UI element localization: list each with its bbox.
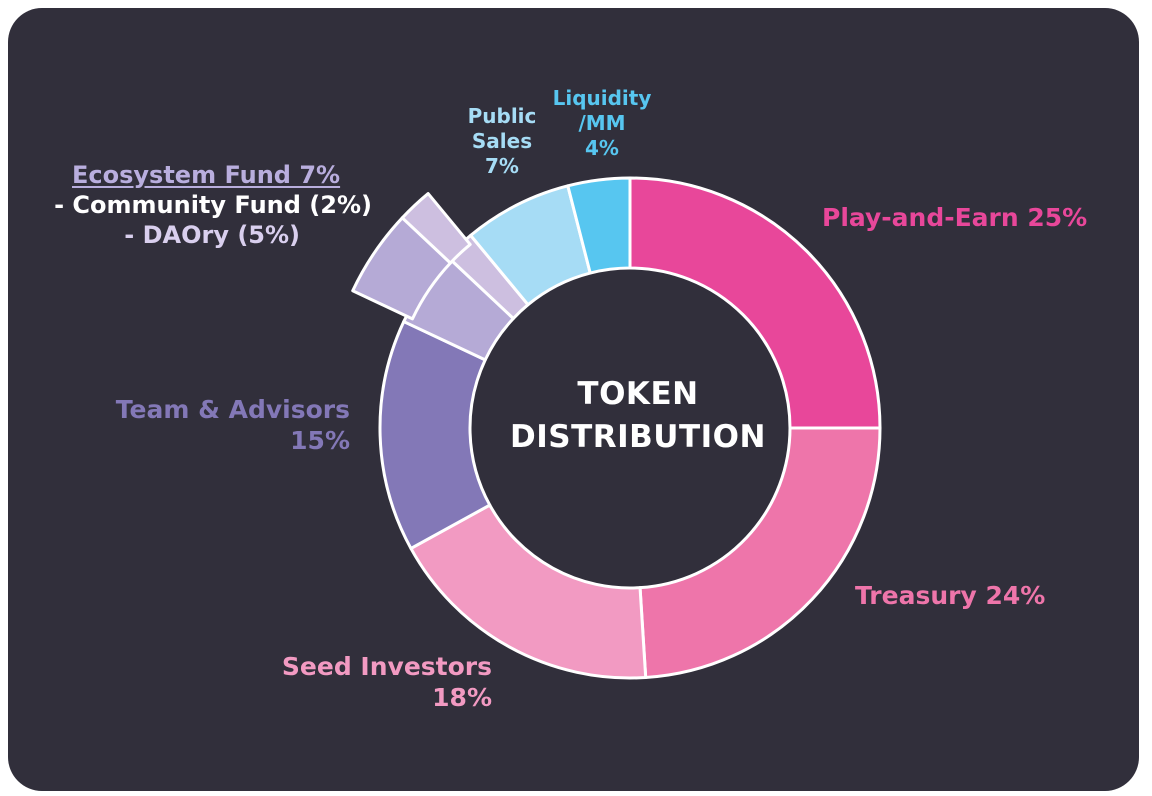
label-team-advisors-name: Team & Advisors [115,395,350,424]
slice-community-fund-exploded [400,192,472,265]
label-ecosystem-fund-title: Ecosystem Fund 7% [72,161,341,189]
chart-title: TOKEN DISTRIBUTION [488,373,788,460]
slice-treasury [638,426,882,680]
label-seed-investors-name: Seed Investors [281,652,492,681]
label-public-sales: Public Sales 7% [452,104,552,179]
label-daory: - DAOry (5%) [124,221,300,249]
label-seed-investors-value: 18% [432,683,492,713]
label-ecosystem-fund: Ecosystem Fund 7% - Community Fund (2%) … [54,160,372,250]
slice-play-and-earn [628,176,882,430]
label-liquidity-line-2: /MM [578,111,626,135]
label-public-sales-line-2: Sales [471,129,533,153]
label-play-and-earn: Play-and-Earn 25% [822,203,1088,232]
label-team-advisors-value: 15% [290,426,350,456]
label-public-sales-value: 7% [485,154,519,178]
label-treasury: Treasury 24% [855,581,1046,610]
slice-liquidity-mm [566,176,632,275]
label-liquidity: Liquidity /MM 4% [550,86,654,161]
chart-title-line-2: DISTRIBUTION [510,419,766,456]
label-liquidity-line-1: Liquidity [552,86,652,110]
label-public-sales-line-1: Public [467,104,537,128]
label-liquidity-value: 4% [585,136,619,160]
label-seed-investors: Seed Investors 18% [282,651,492,714]
donut-chart [351,176,882,680]
chart-title-line-1: TOKEN [577,376,699,412]
label-team-advisors: Team & Advisors 15% [116,394,350,457]
label-community-fund: - Community Fund (2%) [54,191,372,219]
chart-card: TOKEN DISTRIBUTION Play-and-Earn 25% Tre… [8,8,1139,791]
